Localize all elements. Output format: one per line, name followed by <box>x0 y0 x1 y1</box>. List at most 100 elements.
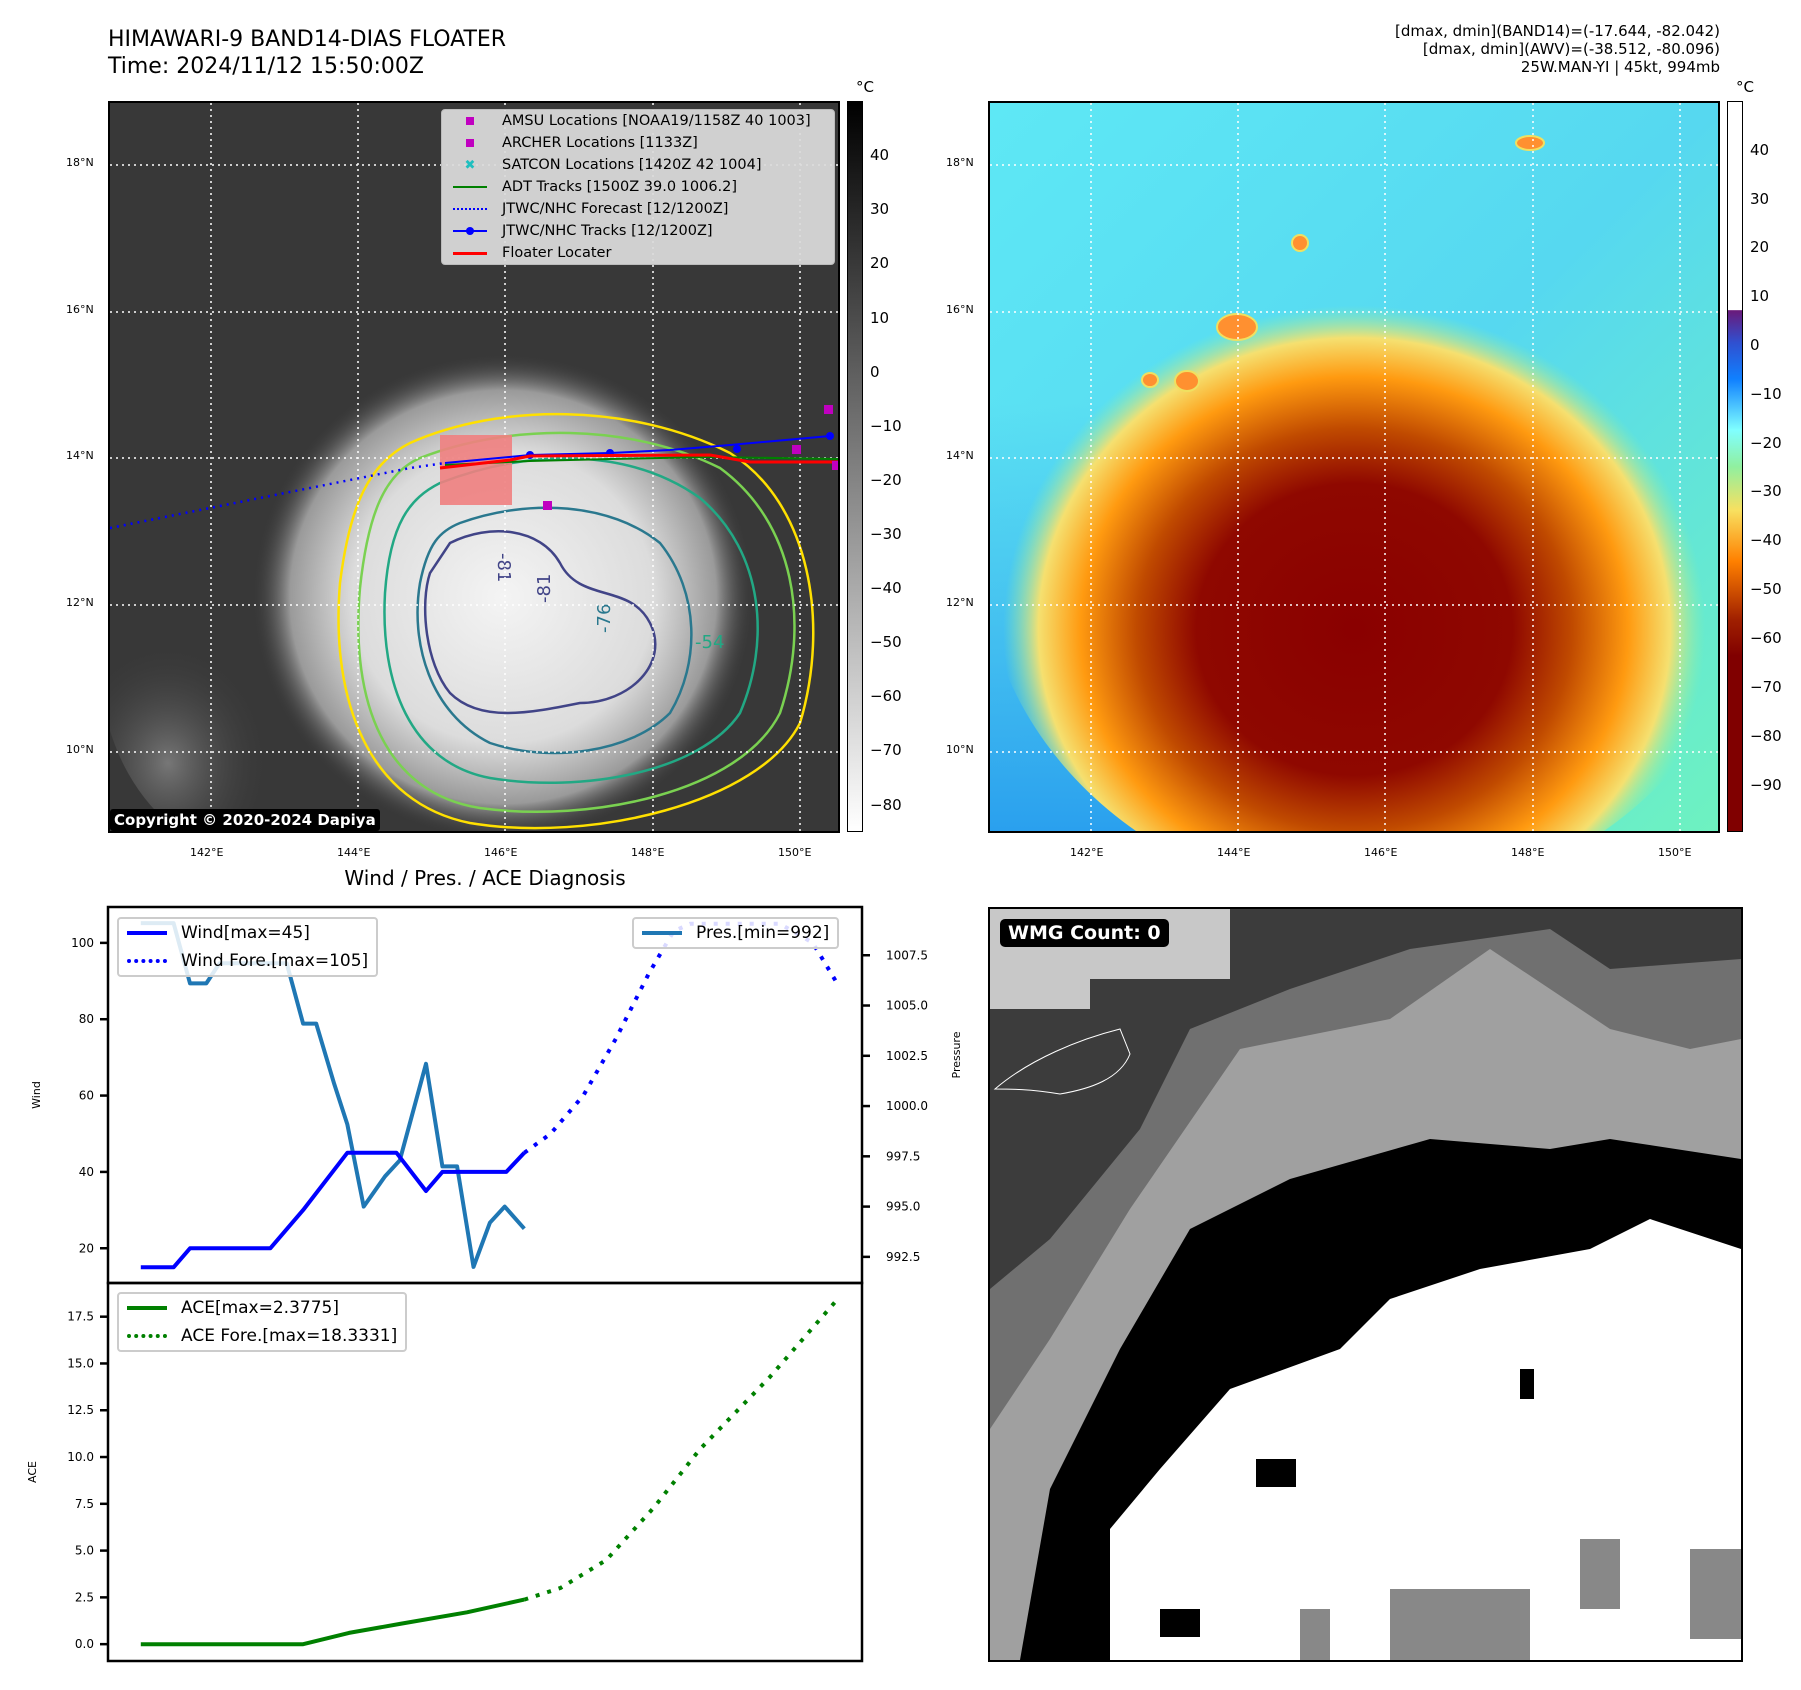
y2-tick-label: 1002.5 <box>886 1049 928 1063</box>
map-legend: AMSU Locations [NOAA19/1158Z 40 1003] AR… <box>441 109 835 265</box>
ir-map-grayscale: -81 -81 -76 -54 AMSU Locations [NOAA19/1… <box>108 101 840 833</box>
colorbar-unit: °C <box>1736 78 1754 96</box>
colorbar-tick: −30 <box>1750 482 1782 500</box>
lon-label: 142°E <box>1070 846 1104 859</box>
ace-frame <box>106 1281 864 1663</box>
legend-label: ACE Fore.[max=18.3331] <box>181 1326 398 1346</box>
lat-label: 16°N <box>946 303 974 316</box>
legend-item-wind-fore: Wind Fore.[max=105] <box>119 947 376 975</box>
ace-forecast-line <box>523 1299 838 1602</box>
figure-title: HIMAWARI-9 BAND14-DIAS FLOATER Time: 202… <box>108 26 506 80</box>
colorbar-tick: 20 <box>1750 238 1770 256</box>
colorbar-tick: 10 <box>1750 287 1770 305</box>
colorbar-tick: −10 <box>1750 385 1782 403</box>
colorbar-tick: 40 <box>870 146 890 164</box>
lat-label: 10°N <box>66 743 94 756</box>
colorbar-tick: −40 <box>1750 531 1782 549</box>
legend-label: Pres.[min=992] <box>696 923 830 943</box>
y-tick-label: 12.5 <box>67 1403 94 1417</box>
colorbar-tick: 30 <box>1750 190 1770 208</box>
convective-cells <box>1141 135 1545 392</box>
wmg-gray-patches <box>1300 1539 1741 1660</box>
legend-label: Wind Fore.[max=105] <box>181 951 369 971</box>
legend-item-amsu: AMSU Locations [NOAA19/1158Z 40 1003] <box>442 110 834 132</box>
contour-label: -81 <box>534 574 555 603</box>
colorbar-tick: −40 <box>870 579 902 597</box>
legend-item-wind: Wind[max=45] <box>119 919 376 947</box>
colorbar-tick: −70 <box>870 741 902 759</box>
lat-label: 18°N <box>66 156 94 169</box>
line-dot-icon <box>453 227 487 235</box>
wind-line <box>140 1150 526 1270</box>
colorbar-tick: −50 <box>870 633 902 651</box>
ace-legend: ACE[max=2.3775] ACE Fore.[max=18.3331] <box>117 1292 408 1352</box>
wmg-black-patches <box>1160 1369 1534 1637</box>
lon-label: 142°E <box>190 846 224 859</box>
legend-item-tracks: JTWC/NHC Tracks [12/1200Z] <box>442 220 834 242</box>
map-gridlines <box>990 103 1718 831</box>
solid-line-icon <box>127 931 167 935</box>
wind-legend: Wind[max=45] Wind Fore.[max=105] <box>117 917 379 977</box>
pressure-legend: Pres.[min=992] <box>632 917 840 949</box>
y2-tick-label: 1007.5 <box>886 948 928 962</box>
legend-item-pres: Pres.[min=992] <box>634 919 837 947</box>
y2-tick-label: 1000.0 <box>886 1099 928 1113</box>
colorbar-tick: 0 <box>870 363 880 381</box>
diagnosis-title: Wind / Pres. / ACE Diagnosis <box>344 866 626 890</box>
contour-yellow <box>337 412 815 830</box>
legend-label: ARCHER Locations [1133Z] <box>502 135 698 151</box>
y-tick-label: 40 <box>79 1165 94 1179</box>
colorbar-tick: −60 <box>1750 629 1782 647</box>
contour-label: -54 <box>695 632 724 653</box>
legend-item-floater: Floater Locater <box>442 242 834 264</box>
lon-label: 144°E <box>1217 846 1251 859</box>
ir-map-enhanced <box>988 101 1720 833</box>
colorbar-tick: 30 <box>870 200 890 218</box>
colorbar-tick: −30 <box>870 525 902 543</box>
colorbar-unit: °C <box>856 78 874 96</box>
y-axis-label: ACE <box>26 1461 39 1483</box>
colorbar-tick: 40 <box>1750 141 1770 159</box>
cloud-cdo <box>160 213 820 831</box>
info-block: [dmax, dmin](BAND14)=(-17.644, -82.042) … <box>1395 22 1720 76</box>
colorbar-tick: −20 <box>870 471 902 489</box>
copyright-badge: Copyright © 2020-2024 Dapiya <box>110 809 380 831</box>
legend-label: AMSU Locations [NOAA19/1158Z 40 1003] <box>502 113 811 129</box>
lon-label: 146°E <box>1364 846 1398 859</box>
legend-label: ACE[max=2.3775] <box>181 1298 339 1318</box>
legend-label: JTWC/NHC Forecast [12/1200Z] <box>502 201 729 217</box>
dotted-line-icon <box>127 959 167 963</box>
colorbar-tick: 10 <box>870 309 890 327</box>
ace-line <box>140 1597 525 1647</box>
colorbar-tick: 20 <box>870 254 890 272</box>
wmg-panel: WMG Count: 0 <box>988 907 1743 1662</box>
forecast-track <box>110 461 446 530</box>
legend-item-adt: ADT Tracks [1500Z 39.0 1006.2] <box>442 176 834 198</box>
ace-axes: 0.0 2.5 5.0 7.5 10.0 12.5 15.0 17.5 ACE <box>26 1281 864 1663</box>
enhanced-map-canvas <box>990 103 1718 831</box>
wmg-canvas <box>990 909 1741 1660</box>
y-tick-label: 7.5 <box>75 1497 94 1511</box>
y-tick-label: 5.0 <box>75 1544 94 1558</box>
lat-label: 14°N <box>946 449 974 462</box>
lon-label: 148°E <box>1511 846 1545 859</box>
colorbar-tick: −80 <box>1750 727 1782 745</box>
dotted-line-icon <box>453 208 487 210</box>
solid-line-icon <box>642 931 682 935</box>
y-tick-label: 0.0 <box>75 1637 94 1651</box>
lat-label: 18°N <box>946 156 974 169</box>
y2-tick-label: 995.0 <box>886 1200 920 1214</box>
colorbar-tick: −50 <box>1750 580 1782 598</box>
colorbar-tick: −80 <box>870 796 902 814</box>
lon-label: 148°E <box>631 846 665 859</box>
colorbar-tick: 0 <box>1750 336 1760 354</box>
wmg-count-badge: WMG Count: 0 <box>1000 919 1169 947</box>
y-tick-label: 2.5 <box>75 1590 94 1604</box>
solid-line-icon <box>453 251 487 255</box>
floater-locater-track <box>439 453 838 470</box>
y-axis-label: Wind <box>30 1081 43 1109</box>
legend-label: Floater Locater <box>502 245 612 261</box>
contour-label: -81 <box>493 553 514 582</box>
square-marker-icon <box>466 139 474 147</box>
y-tick-label: 20 <box>79 1241 94 1255</box>
